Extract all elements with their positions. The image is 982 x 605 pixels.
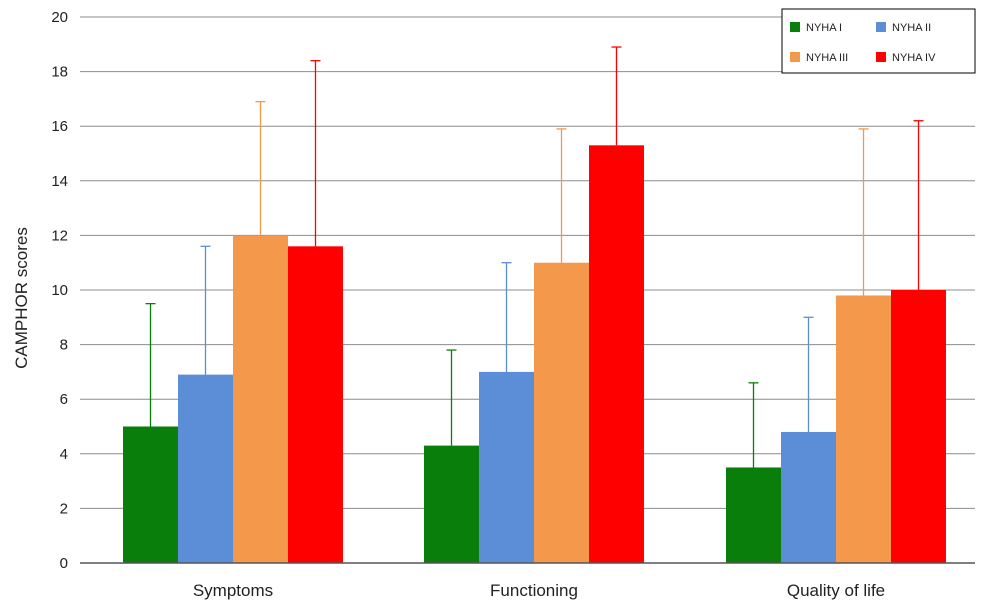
bar-nyha-iv — [288, 246, 343, 563]
legend-swatch — [790, 22, 800, 32]
legend-swatch — [876, 22, 886, 32]
y-tick-label: 18 — [51, 64, 68, 81]
legend-label: NYHA III — [806, 52, 848, 64]
x-category-label: Quality of life — [787, 581, 885, 600]
x-category-label: Functioning — [490, 581, 578, 600]
legend-box — [781, 8, 976, 74]
bar-nyha-ii — [479, 371, 534, 563]
y-tick-label: 16 — [51, 118, 68, 135]
bar-nyha-i — [123, 426, 178, 563]
bar-nyha-iii — [233, 235, 288, 563]
legend-swatch — [790, 52, 800, 62]
bar-nyha-ii — [178, 374, 233, 563]
bar-nyha-iii — [534, 262, 589, 563]
y-tick-label: 12 — [51, 227, 68, 244]
x-axis-category-labels: Symptoms Functioning Quality of life — [193, 581, 885, 600]
x-category-label: Symptoms — [193, 581, 273, 600]
bar-nyha-iv — [589, 145, 644, 563]
bar-nyha-iv — [891, 290, 946, 563]
y-tick-label: 14 — [51, 173, 68, 190]
legend-label: NYHA IV — [892, 52, 936, 64]
y-tick-label: 4 — [60, 446, 68, 463]
error-bars — [145, 46, 924, 468]
legend: NYHA I NYHA II NYHA III NYHA IV — [781, 8, 976, 74]
y-tick-label: 6 — [60, 391, 68, 408]
bar-nyha-i — [424, 445, 479, 563]
y-tick-label: 10 — [51, 282, 68, 299]
bar-nyha-ii — [781, 431, 836, 563]
y-axis-title: CAMPHOR scores — [12, 227, 31, 369]
legend-label: NYHA II — [892, 22, 931, 34]
y-tick-label: 20 — [51, 9, 68, 26]
bars — [123, 145, 946, 563]
bar-nyha-i — [726, 467, 781, 563]
y-tick-label: 8 — [60, 337, 68, 354]
legend-swatch — [876, 52, 886, 62]
y-tick-label: 0 — [60, 555, 68, 572]
y-tick-label: 2 — [60, 500, 68, 517]
legend-label: NYHA I — [806, 22, 842, 34]
y-axis-ticks: 0 2 4 6 8 10 12 14 16 18 20 — [51, 9, 68, 572]
bar-nyha-iii — [836, 295, 891, 563]
